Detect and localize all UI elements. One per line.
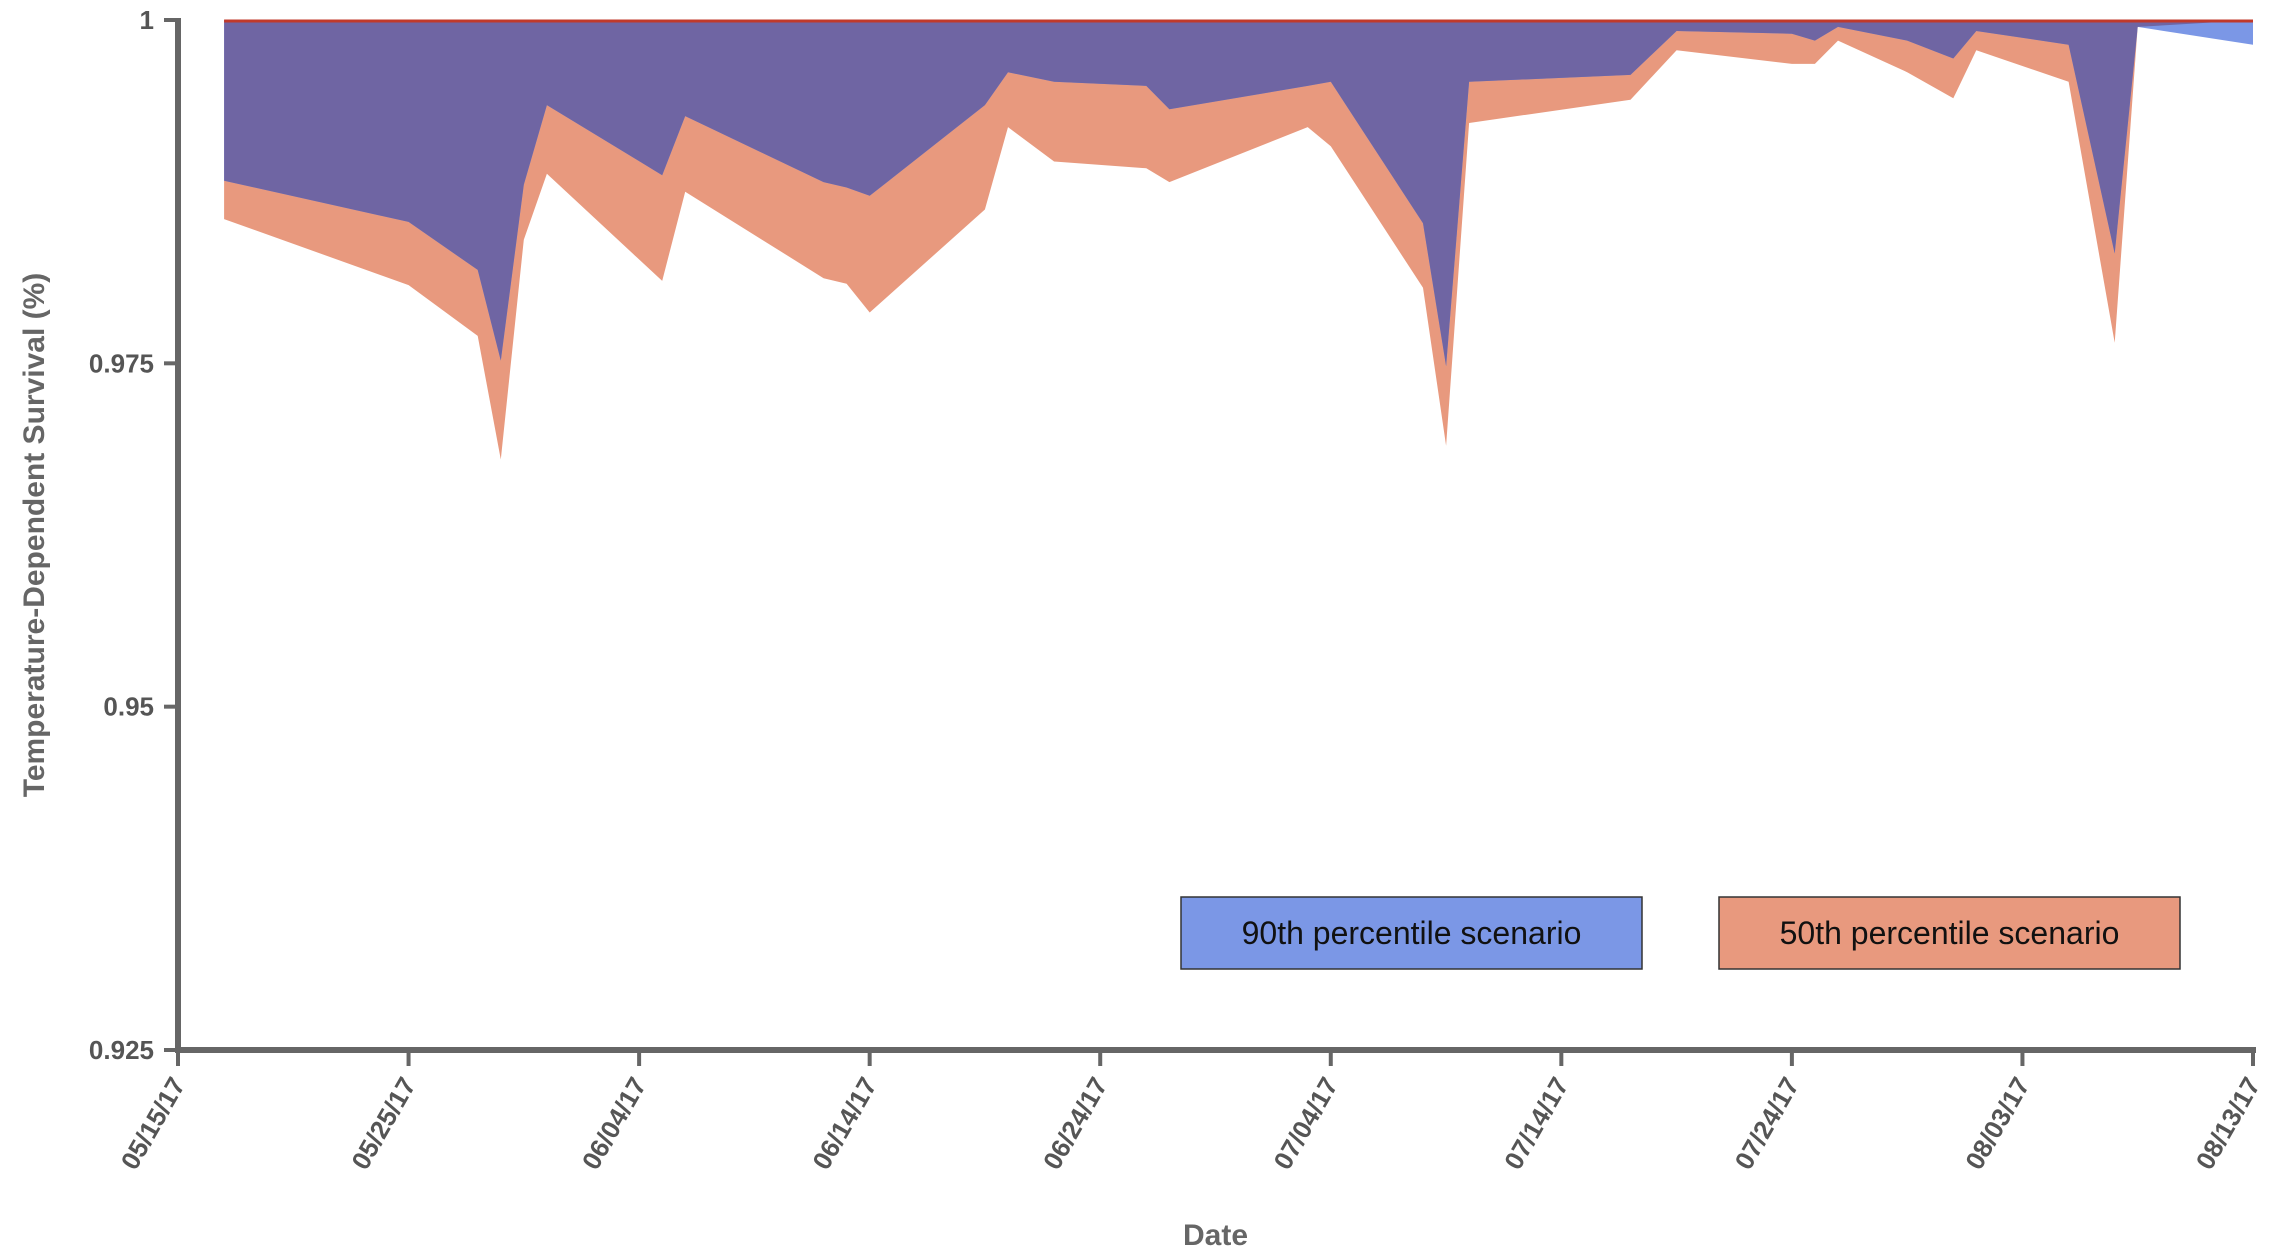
legend-item: 50th percentile scenario: [1718, 896, 2181, 970]
x-tick-label: 05/25/17: [345, 1072, 422, 1175]
legend: 90th percentile scenario 50th percentile …: [1180, 896, 2181, 970]
x-tick-label: 06/24/17: [1037, 1072, 1114, 1175]
x-tick-label: 06/14/17: [806, 1072, 883, 1175]
legend-swatch: [1718, 896, 2181, 970]
x-tick-label: 07/24/17: [1728, 1072, 1805, 1175]
x-axis: 05/15/17 05/25/17 06/04/17 06/14/17 06/24/17…: [115, 1047, 2267, 1175]
x-tick-label: 07/14/17: [1498, 1072, 1575, 1175]
legend-label: 90th percentile scenario: [1242, 915, 1582, 951]
legend-item: 90th percentile scenario: [1180, 896, 1643, 970]
legend-swatch: [1180, 896, 1643, 970]
x-tick-label: 06/04/17: [576, 1072, 653, 1175]
y-tick-label: 0.95: [103, 692, 154, 722]
y-axis: 0.925 0.95 0.975 1: [89, 5, 181, 1065]
x-tick-label: 08/03/17: [1959, 1072, 2036, 1175]
x-tick-label: 07/04/17: [1267, 1072, 1344, 1175]
y-tick-label: 0.975: [89, 348, 154, 378]
y-tick-label: 0.925: [89, 1035, 154, 1065]
x-tick-label: 08/13/17: [2190, 1072, 2267, 1175]
y-axis-title: Temperature-Dependent Survival (%): [18, 273, 51, 798]
x-axis-title: Date: [1183, 1219, 1248, 1252]
area-overlap: [224, 20, 2253, 367]
legend-label: 50th percentile scenario: [1780, 915, 2120, 951]
y-tick-label: 1: [140, 5, 154, 35]
x-tick-label: 05/15/17: [115, 1072, 192, 1175]
plot-areas: [224, 20, 2253, 460]
